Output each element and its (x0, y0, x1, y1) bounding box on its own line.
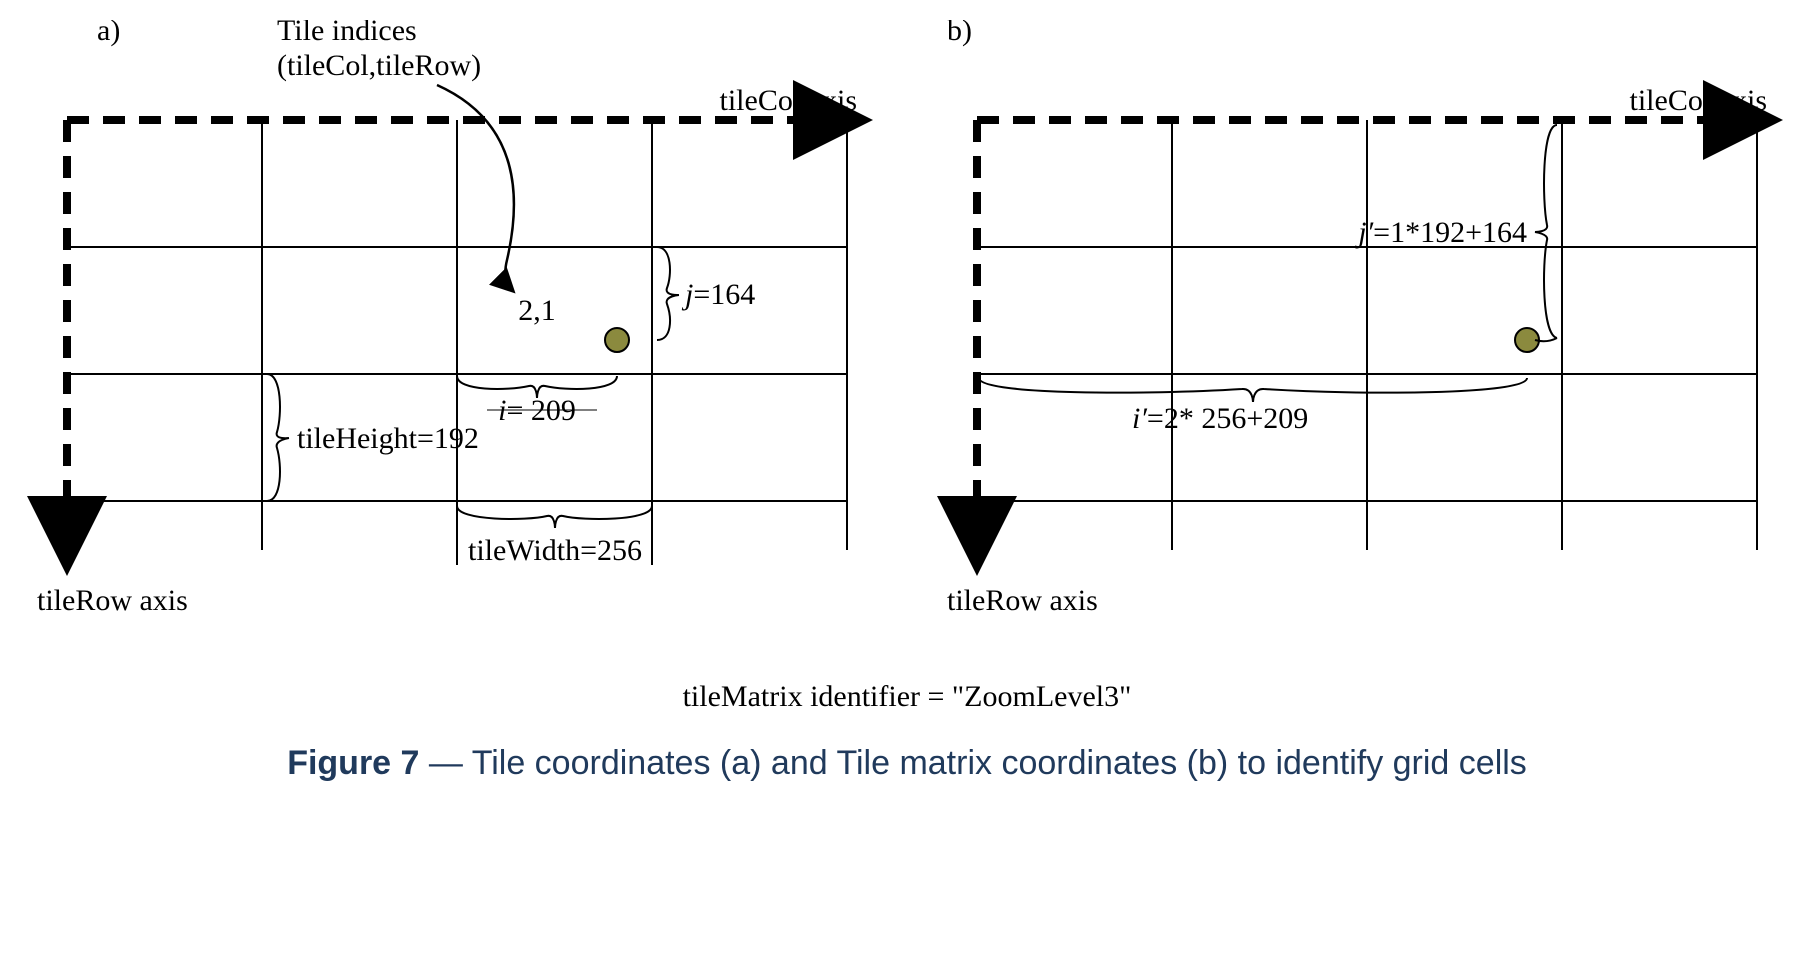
brace-iprime (979, 378, 1527, 402)
axes-arrows-b (977, 120, 1767, 560)
figure-caption-rest: — Tile coordinates (a) and Tile matrix c… (419, 744, 1526, 782)
panel-b-label: b) (947, 20, 972, 47)
panel-b-svg: b) tileCol axis tileRow axis (927, 20, 1797, 640)
tilecol-axis-label-a: tileCol axis (720, 84, 858, 117)
tilerow-axis-label-b: tileRow axis (947, 584, 1098, 617)
tilecol-axis-label-b: tileCol axis (1630, 84, 1768, 117)
tilewidth-label: tileWidth=256 (468, 534, 642, 567)
jprime-label: j′=1*192+164 (1354, 216, 1527, 249)
tilematrix-identifier-text: tileMatrix identifier = "ZoomLevel3" (20, 680, 1794, 714)
tileheight-label: tileHeight=192 (297, 422, 479, 455)
brace-jprime (1535, 125, 1557, 338)
tile-indices-line2: (tileCol,tileRow) (277, 49, 481, 82)
figure-caption: Figure 7 — Tile coordinates (a) and Tile… (20, 744, 1794, 783)
axes-arrows (67, 120, 857, 560)
figure-number: Figure 7 (287, 744, 419, 782)
grid-a (67, 120, 847, 550)
j-label-a: j=164 (681, 278, 755, 311)
grid-b (977, 120, 1757, 550)
tile-indices-line1: Tile indices (277, 20, 417, 47)
cell-label-a: 2,1 (518, 294, 556, 327)
figure-container: a) Tile indices (tileCol,tileRow) ti (20, 20, 1794, 783)
sample-point-a (605, 328, 629, 352)
pointer-arrow-a (437, 85, 514, 290)
tilerow-axis-label-a: tileRow axis (37, 584, 188, 617)
panel-a-svg: a) Tile indices (tileCol,tileRow) ti (17, 20, 887, 640)
brace-tileheight (267, 374, 289, 501)
panels-row: a) Tile indices (tileCol,tileRow) ti (20, 20, 1794, 640)
panel-a: a) Tile indices (tileCol,tileRow) ti (17, 20, 887, 640)
panel-a-label: a) (97, 20, 120, 47)
brace-tilewidth (457, 506, 652, 528)
iprime-label: i′=2* 256+209 (1132, 402, 1308, 435)
brace-j-a (657, 247, 679, 340)
panel-b: b) tileCol axis tileRow axis (927, 20, 1797, 640)
